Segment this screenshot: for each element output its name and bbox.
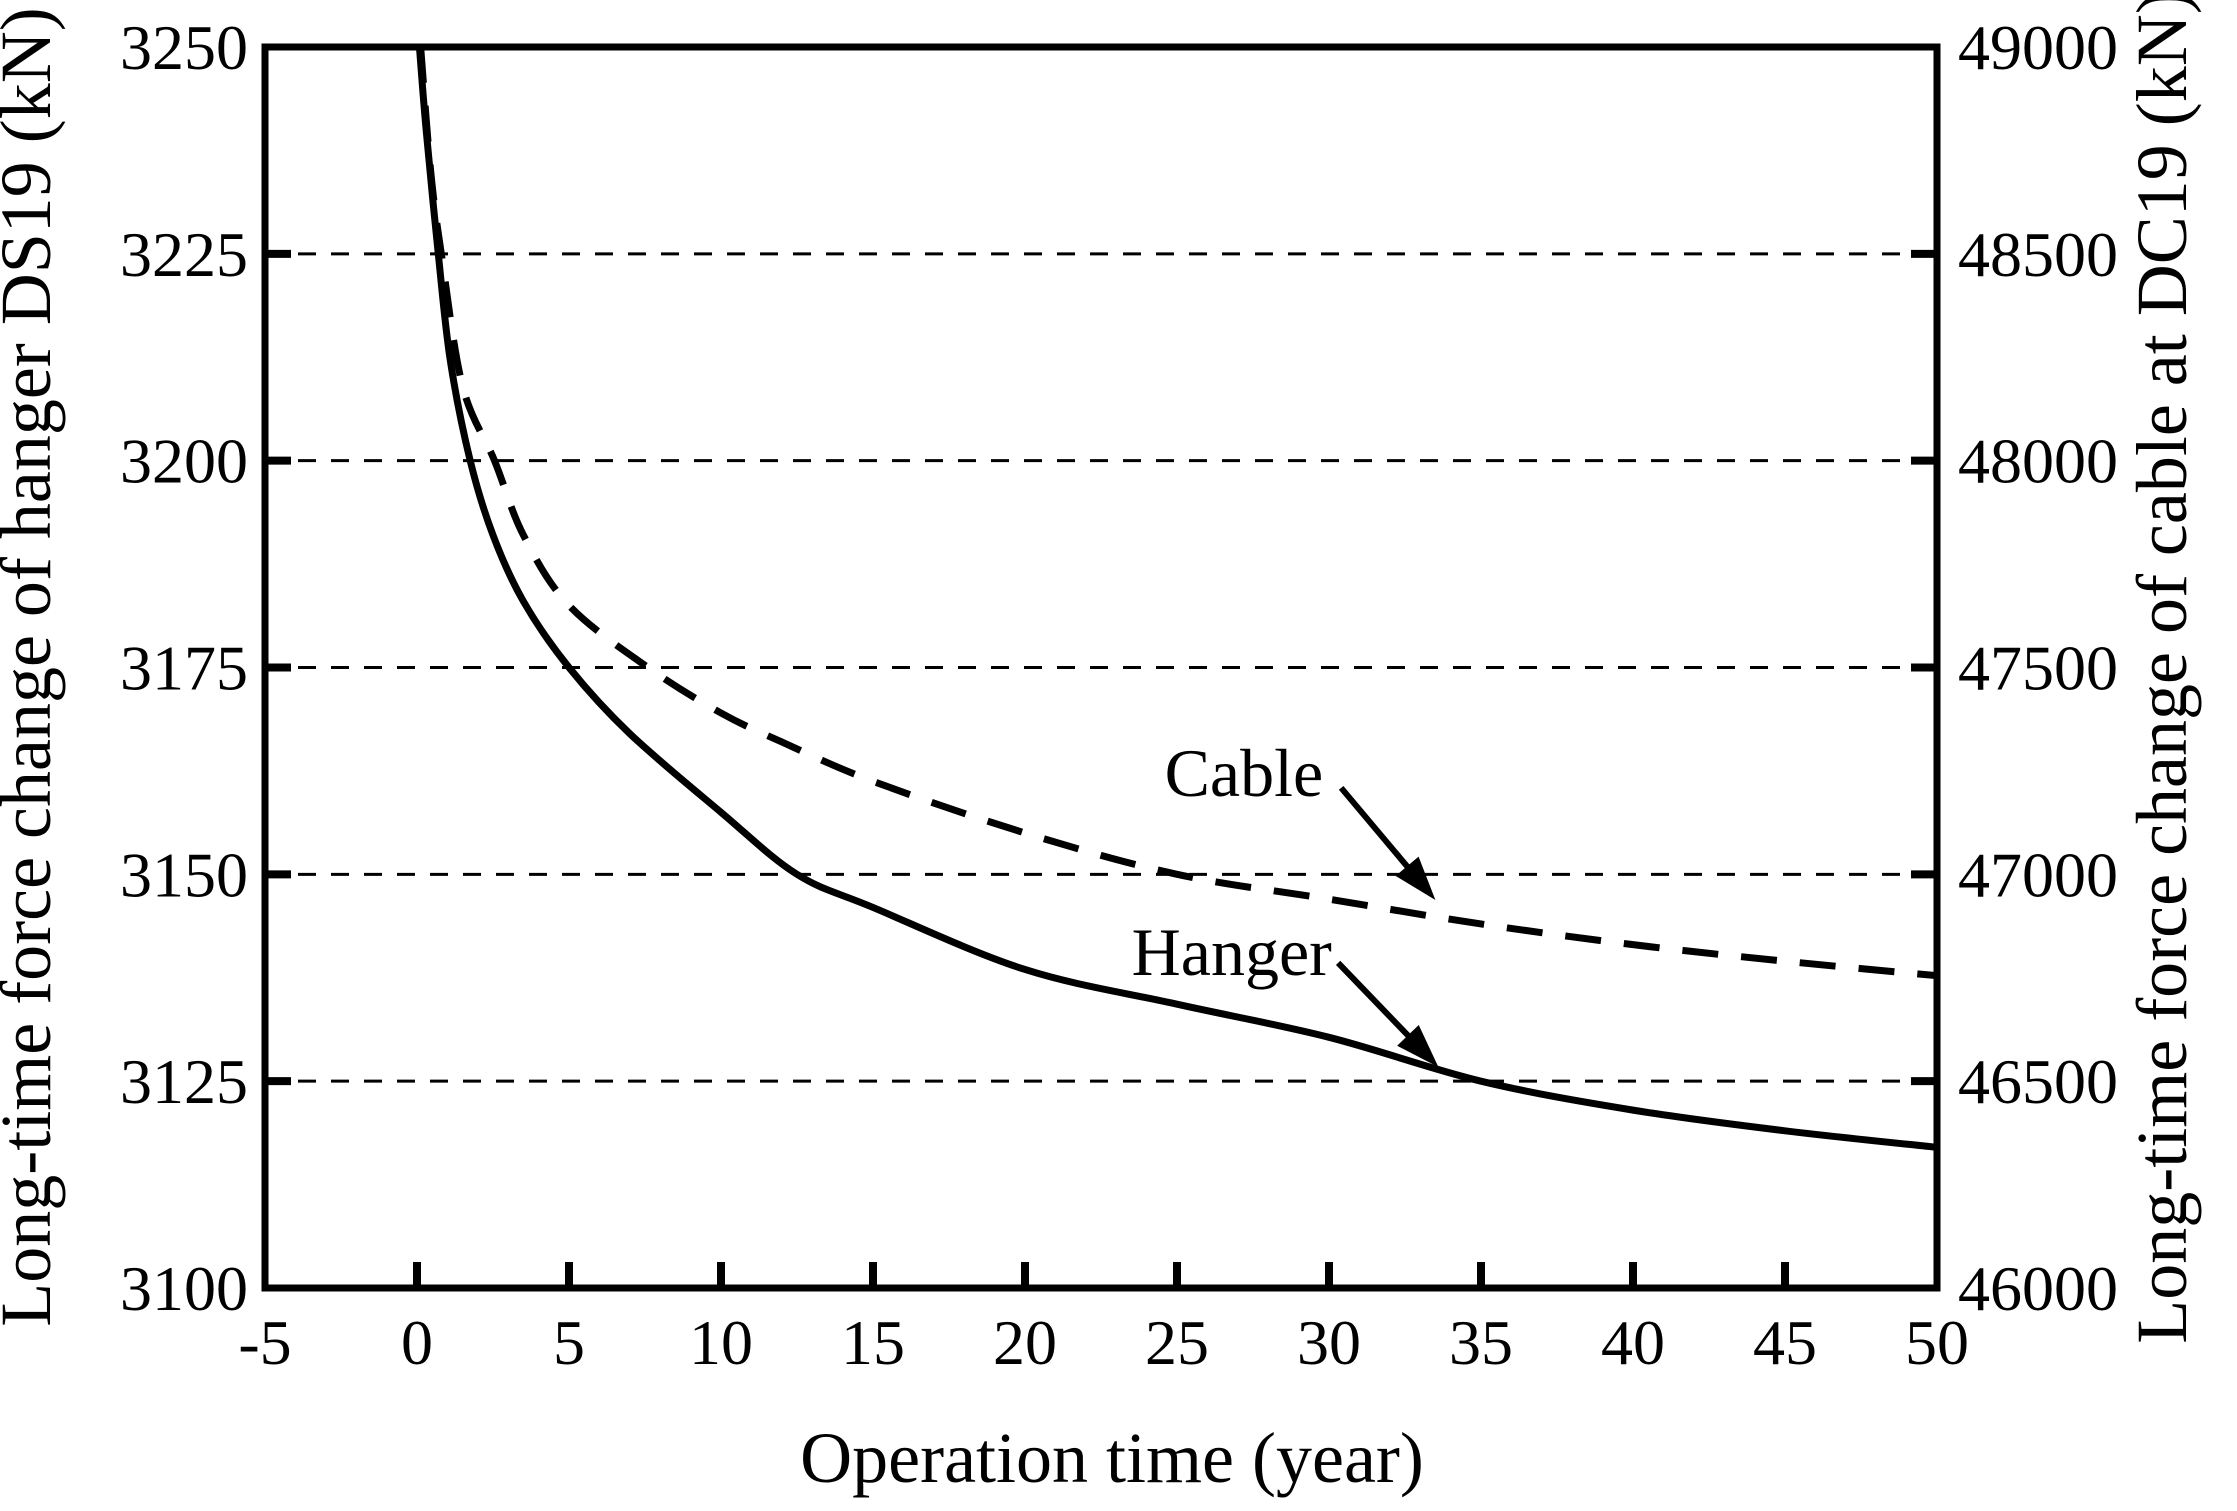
y-left-axis-title: Long-time force change of hanger DS19 (k…: [0, 7, 66, 1327]
y-left-tick-label: 3150: [120, 839, 248, 910]
x-tick-label: 35: [1449, 1307, 1513, 1378]
x-tick-label: 5: [553, 1307, 585, 1378]
hanger-arrow-line: [1335, 960, 1415, 1042]
y-right-tick-label: 46500: [1958, 1046, 2118, 1117]
y-left-tick-label: 3250: [120, 12, 248, 83]
x-tick-label: 15: [841, 1307, 905, 1378]
tick-marks: [265, 249, 1937, 1288]
x-tick-label: 45: [1753, 1307, 1817, 1378]
x-tick-label: 20: [993, 1307, 1057, 1378]
cable-curve: [417, 47, 1937, 980]
x-tick-label: 10: [689, 1307, 753, 1378]
x-tick-label: 25: [1145, 1307, 1209, 1378]
y-right-tick-label: 49000: [1958, 12, 2118, 83]
hanger-annotation-label: Hanger: [1132, 914, 1332, 990]
y-left-tick-label: 3125: [120, 1046, 248, 1117]
y-right-tick-label: 48500: [1958, 219, 2118, 290]
gridlines: [265, 252, 1937, 1083]
annotation-arrows: [1335, 785, 1439, 1068]
cable-arrow-line: [1338, 785, 1414, 873]
x-tick-label: 30: [1297, 1307, 1361, 1378]
y-left-tick-label: 3175: [120, 633, 248, 704]
y-right-tick-label: 46000: [1958, 1253, 2118, 1324]
y-left-tick-label: 3200: [120, 426, 248, 497]
y-left-tick-label: 3225: [120, 219, 248, 290]
x-tick-label: 40: [1601, 1307, 1665, 1378]
hanger-curve: [415, 47, 1937, 1151]
y-right-tick-label: 47500: [1958, 633, 2118, 704]
cable-annotation-label: Cable: [1165, 735, 1324, 811]
x-tick-label: -5: [238, 1307, 291, 1378]
cable-arrow-head: [1395, 856, 1436, 900]
data-curves: [415, 47, 1937, 1151]
y-right-tick-label: 47000: [1958, 839, 2118, 910]
y-left-tick-label: 3100: [120, 1253, 248, 1324]
x-tick-label: 0: [401, 1307, 433, 1378]
hanger-arrow-head: [1397, 1024, 1439, 1068]
x-tick-label: 50: [1905, 1307, 1969, 1378]
y-right-axis-title: Long-time force change of cable at DC19 …: [2122, 0, 2202, 1344]
tick-labels: -5 0 5 10 15 20 25 30 35 40 45 50 3250 3225 3200 3175 31…: [120, 12, 2118, 1378]
x-axis-title: Operation time (year): [800, 1418, 1424, 1498]
y-right-tick-label: 48000: [1958, 426, 2118, 497]
